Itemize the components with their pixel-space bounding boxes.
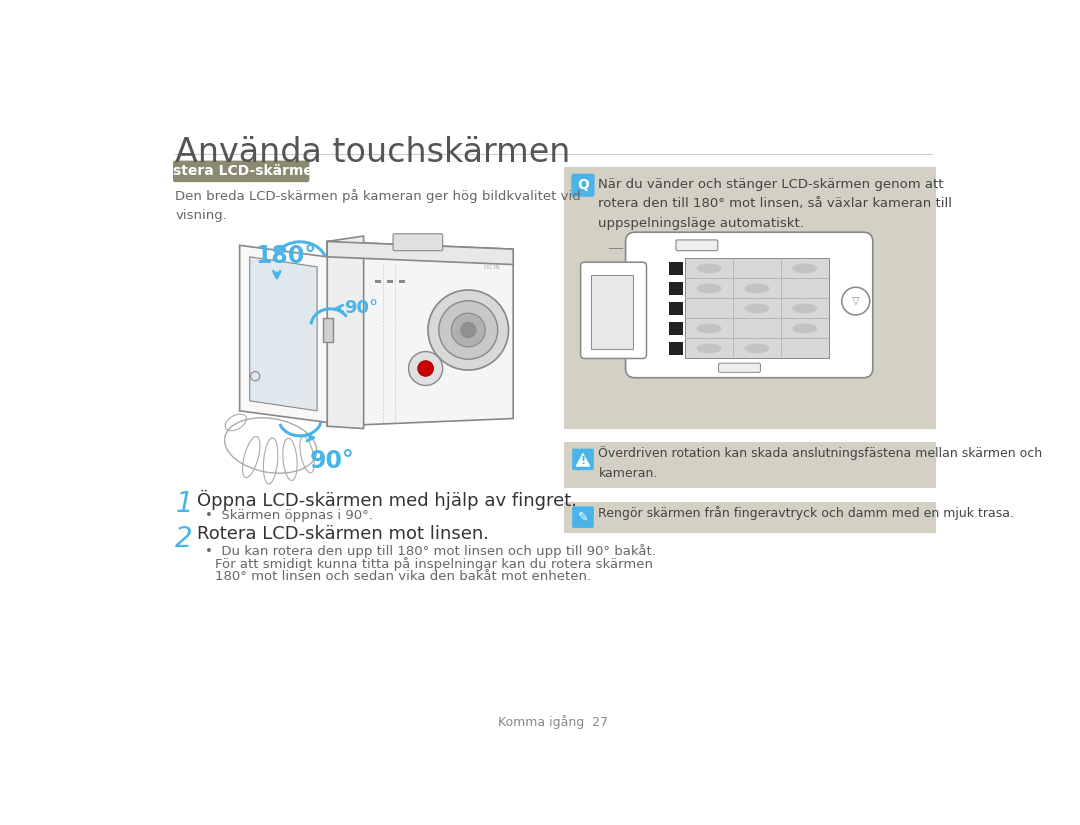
Text: Den breda LCD-skärmen på kameran ger hög bildkvalitet vid
visning.: Den breda LCD-skärmen på kameran ger hög… [175, 189, 581, 222]
Bar [669, 323, 683, 335]
Text: Komma igång  27: Komma igång 27 [499, 715, 608, 729]
Ellipse shape [697, 344, 721, 353]
Text: 180°: 180° [255, 243, 316, 268]
Bar [565, 167, 936, 428]
Polygon shape [323, 318, 333, 342]
Polygon shape [249, 257, 318, 411]
Polygon shape [240, 245, 327, 422]
Text: 2: 2 [175, 525, 193, 553]
FancyBboxPatch shape [393, 233, 443, 251]
Text: ▽: ▽ [852, 296, 860, 306]
Bar [387, 280, 393, 283]
Bar [591, 275, 633, 349]
Polygon shape [327, 242, 513, 265]
Text: !: ! [580, 456, 585, 466]
Ellipse shape [697, 284, 721, 293]
Bar [565, 441, 936, 488]
Bar [565, 502, 936, 532]
Ellipse shape [697, 263, 721, 273]
Bar [399, 280, 405, 283]
Text: För att smidigt kunna titta på inspelningar kan du rotera skärmen: För att smidigt kunna titta på inspelnin… [215, 557, 652, 571]
Text: •  Skärmen öppnas i 90°.: • Skärmen öppnas i 90°. [205, 509, 373, 521]
Ellipse shape [744, 344, 769, 353]
FancyBboxPatch shape [572, 507, 594, 528]
Text: Överdriven rotation kan skada anslutningsfästena mellan skärmen och
kameran.: Överdriven rotation kan skada anslutning… [598, 446, 1042, 480]
Ellipse shape [744, 304, 769, 314]
Bar [669, 262, 683, 275]
Ellipse shape [744, 284, 769, 293]
FancyBboxPatch shape [625, 232, 873, 378]
FancyBboxPatch shape [718, 363, 760, 372]
Bar [685, 258, 828, 359]
Circle shape [428, 290, 509, 370]
Text: 90°: 90° [345, 299, 378, 318]
Text: Justera LCD-skärmen: Justera LCD-skärmen [159, 164, 324, 178]
Polygon shape [327, 242, 513, 427]
Text: •  Du kan rotera den upp till 180° mot linsen och upp till 90° bakåt.: • Du kan rotera den upp till 180° mot li… [205, 544, 656, 558]
Text: 1: 1 [175, 490, 193, 518]
Circle shape [460, 323, 476, 337]
Bar [669, 302, 683, 314]
FancyBboxPatch shape [572, 449, 594, 470]
Circle shape [438, 301, 498, 359]
FancyBboxPatch shape [571, 174, 595, 197]
FancyBboxPatch shape [173, 161, 309, 182]
Text: När du vänder och stänger LCD-skärmen genom att
rotera den till 180° mot linsen,: När du vänder och stänger LCD-skärmen ge… [598, 177, 953, 229]
Polygon shape [576, 453, 590, 466]
Text: Rotera LCD-skärmen mot linsen.: Rotera LCD-skärmen mot linsen. [197, 525, 489, 543]
Circle shape [451, 313, 485, 347]
Bar [375, 280, 381, 283]
Text: Q: Q [577, 178, 589, 192]
Bar [669, 342, 683, 355]
Ellipse shape [697, 323, 721, 333]
Ellipse shape [793, 323, 818, 333]
Circle shape [418, 361, 433, 376]
Circle shape [408, 351, 443, 385]
FancyBboxPatch shape [676, 240, 718, 251]
Circle shape [841, 287, 869, 315]
Text: ✎: ✎ [578, 511, 589, 524]
Text: DC IN: DC IN [484, 265, 499, 270]
Text: 90°: 90° [309, 450, 354, 474]
Text: Använda touchskärmen: Använda touchskärmen [175, 136, 570, 169]
Ellipse shape [793, 263, 818, 273]
Text: 180° mot linsen och sedan vika den bakåt mot enheten.: 180° mot linsen och sedan vika den bakåt… [215, 570, 591, 583]
Text: Rengör skärmen från fingeravtryck och damm med en mjuk trasa.: Rengör skärmen från fingeravtryck och da… [598, 507, 1014, 521]
Bar [669, 282, 683, 295]
Text: Öppna LCD-skärmen med hjälp av fingret.: Öppna LCD-skärmen med hjälp av fingret. [197, 490, 577, 510]
Ellipse shape [793, 304, 818, 314]
FancyBboxPatch shape [581, 262, 647, 359]
Polygon shape [327, 236, 364, 428]
